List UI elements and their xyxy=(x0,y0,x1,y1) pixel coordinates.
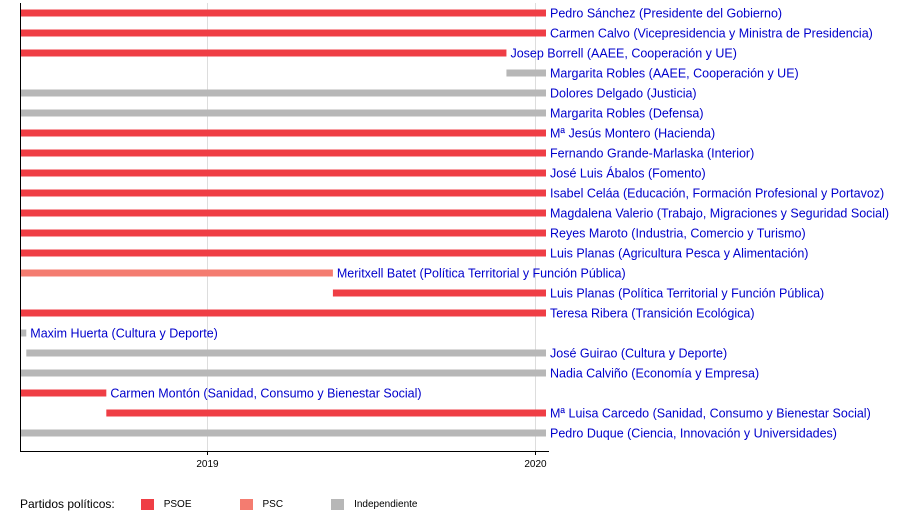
legend-label-psoe: PSOE xyxy=(163,498,192,510)
bar-label-margarita-robles-defensa: Margarita Robles (Defensa) xyxy=(550,107,704,121)
bar-label-luis-planas-politica-territorial-y-funcion-publica: Luis Planas (Política Territorial y Func… xyxy=(550,287,824,301)
bar-nadia-calvino-economia-y-empresa xyxy=(20,369,546,377)
bar-luis-planas-politica-territorial-y-funcion-publica xyxy=(332,289,546,297)
bar-label-jose-luis-abalos-fomento: José Luis Ábalos (Fomento) xyxy=(550,166,706,181)
bar-m-luisa-carcedo-sanidad-consumo-y-bienestar-social xyxy=(106,409,547,417)
bar-carmen-calvo-vicepresidencia-y-ministra-de-presidencia xyxy=(20,29,546,37)
bar-pedro-duque-ciencia-innovacion-y-universidades xyxy=(20,429,546,437)
bar-label-maxim-huerta-cultura-y-deporte: Maxim Huerta (Cultura y Deporte) xyxy=(30,327,218,341)
legend-title: Partidos políticos: xyxy=(20,497,115,511)
bar-jose-guirao-cultura-y-deporte xyxy=(26,349,547,357)
bar-label-luis-planas-agricultura-pesca-y-alimentacion: Luis Planas (Agricultura Pesca y Aliment… xyxy=(550,247,808,261)
x-tick-label-2020: 2020 xyxy=(524,459,547,470)
bar-label-dolores-delgado-justicia: Dolores Delgado (Justicia) xyxy=(550,87,697,101)
bar-dolores-delgado-justicia xyxy=(20,89,546,97)
bar-m-jesus-montero-hacienda xyxy=(20,129,546,137)
legend-label-psc: PSC xyxy=(262,498,284,510)
legend-swatch-psoe xyxy=(140,498,154,510)
bar-margarita-robles-aaee-cooperacion-y-ue xyxy=(506,69,546,77)
bar-meritxell-batet-politica-territorial-y-funcion-publica xyxy=(20,269,333,277)
bar-josep-borrell-aaee-cooperacion-y-ue xyxy=(20,49,507,57)
bar-label-m-jesus-montero-hacienda: Mª Jesús Montero (Hacienda) xyxy=(550,127,715,141)
bar-luis-planas-agricultura-pesca-y-alimentacion xyxy=(20,249,546,257)
bar-carmen-monton-sanidad-consumo-y-bienestar-social xyxy=(20,389,107,397)
bars-layer xyxy=(20,9,547,437)
timeline-chart: Pedro Sánchez (Presidente del Gobierno) C… xyxy=(20,3,889,470)
axis-layer: 2019 2020 xyxy=(20,3,549,470)
grid-layer xyxy=(207,3,536,451)
bar-teresa-ribera-transicion-ecologica xyxy=(20,309,546,317)
bar-label-m-luisa-carcedo-sanidad-consumo-y-bienestar-social: Mª Luisa Carcedo (Sanidad, Consumo y Bie… xyxy=(550,407,871,421)
bar-label-jose-guirao-cultura-y-deporte: José Guirao (Cultura y Deporte) xyxy=(550,347,727,361)
bar-reyes-maroto-industria-comercio-y-turismo xyxy=(20,229,546,237)
bar-label-isabel-celaa-educacion-formacion-profesional-y-portavoz: Isabel Celáa (Educación, Formación Profe… xyxy=(550,187,884,201)
bar-margarita-robles-defensa xyxy=(20,109,546,117)
bar-label-carmen-monton-sanidad-consumo-y-bienestar-social: Carmen Montón (Sanidad, Consumo y Bienes… xyxy=(110,387,421,401)
legend-item-independiente: Independiente xyxy=(331,498,418,510)
bar-label-carmen-calvo-vicepresidencia-y-ministra-de-presidencia: Carmen Calvo (Vicepresidencia y Ministra… xyxy=(550,27,873,41)
bar-pedro-sanchez-presidente-del-gobierno xyxy=(20,9,546,17)
bar-magdalena-valerio-trabajo-migraciones-y-seguridad-social xyxy=(20,209,546,217)
legend-item-psoe: PSOE xyxy=(140,498,192,510)
labels-layer: Pedro Sánchez (Presidente del Gobierno) C… xyxy=(30,7,889,441)
bar-jose-luis-abalos-fomento xyxy=(20,169,546,177)
bar-maxim-huerta-cultura-y-deporte xyxy=(20,329,27,337)
bar-label-reyes-maroto-industria-comercio-y-turismo: Reyes Maroto (Industria, Comercio y Turi… xyxy=(550,227,806,241)
legend-swatch-independiente xyxy=(331,498,345,510)
bar-label-meritxell-batet-politica-territorial-y-funcion-publica: Meritxell Batet (Política Territorial y … xyxy=(337,267,626,281)
bar-label-magdalena-valerio-trabajo-migraciones-y-seguridad-social: Magdalena Valerio (Trabajo, Migraciones … xyxy=(550,207,889,221)
bar-label-pedro-duque-ciencia-innovacion-y-universidades: Pedro Duque (Ciencia, Innovación y Unive… xyxy=(550,427,837,441)
x-tick-label-2019: 2019 xyxy=(196,459,219,470)
bar-label-nadia-calvino-economia-y-empresa: Nadia Calviño (Economía y Empresa) xyxy=(550,367,759,381)
legend-item-psc: PSC xyxy=(239,498,284,510)
legend: Partidos políticos: PSOE PSC Independien… xyxy=(20,497,465,511)
bar-label-teresa-ribera-transicion-ecologica: Teresa Ribera (Transición Ecológica) xyxy=(550,307,754,321)
bar-label-josep-borrell-aaee-cooperacion-y-ue: Josep Borrell (AAEE, Cooperación y UE) xyxy=(510,47,736,61)
bar-label-pedro-sanchez-presidente-del-gobierno: Pedro Sánchez (Presidente del Gobierno) xyxy=(550,7,782,21)
bar-isabel-celaa-educacion-formacion-profesional-y-portavoz xyxy=(20,189,546,197)
legend-swatch-psc xyxy=(239,498,253,510)
legend-label-independiente: Independiente xyxy=(354,498,418,510)
bar-label-fernando-grande-marlaska-interior: Fernando Grande-Marlaska (Interior) xyxy=(550,147,754,161)
bar-label-margarita-robles-aaee-cooperacion-y-ue: Margarita Robles (AAEE, Cooperación y UE… xyxy=(550,67,799,81)
bar-fernando-grande-marlaska-interior xyxy=(20,149,546,157)
